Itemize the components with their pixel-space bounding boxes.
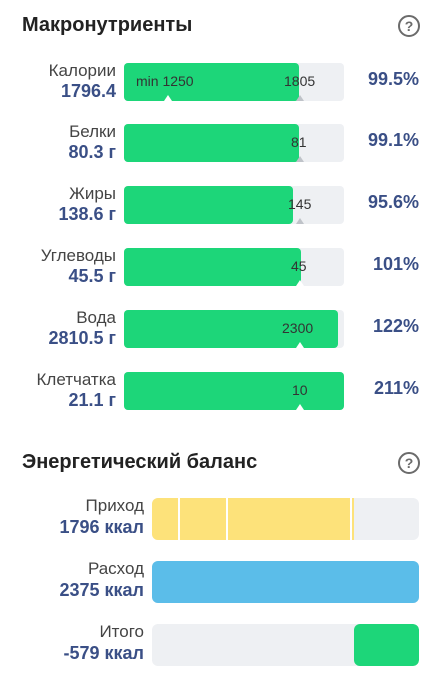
- energy-value: 2375 ккал: [59, 580, 144, 600]
- energy-bar-track: [152, 561, 419, 603]
- macro-percent: 122%: [372, 316, 419, 336]
- macro-progress-fill: [124, 248, 301, 286]
- energy-row-total[interactable]: Итого -579 ккал: [0, 622, 441, 668]
- macro-percent: 99.5%: [367, 69, 419, 89]
- macro-name: Углеводы: [40, 246, 116, 265]
- intake-segment-divider: [178, 498, 180, 540]
- macro-progress-fill: [124, 124, 299, 162]
- macro-value: 138.6 г: [58, 204, 116, 224]
- macro-row-carbs[interactable]: Углеводы 45.5 г 45 101%: [0, 246, 441, 290]
- macro-row-water[interactable]: Вода 2810.5 г 2300 122%: [0, 308, 441, 352]
- macro-name: Клетчатка: [36, 370, 117, 389]
- macro-value: 80.3 г: [68, 142, 116, 162]
- target-marker-icon: [296, 280, 304, 286]
- energy-name: Приход: [85, 496, 144, 515]
- macro-progress-fill: [124, 63, 299, 101]
- energy-bar-track: [152, 624, 419, 666]
- energy-title: Энергетический баланс: [22, 451, 258, 473]
- macro-name: Белки: [69, 122, 116, 141]
- macros-title: Макронутриенты: [22, 14, 193, 36]
- macro-value: 45.5 г: [68, 266, 116, 286]
- macro-progress-fill: [124, 372, 344, 410]
- energy-help-icon[interactable]: ?: [398, 452, 420, 474]
- total-bar: [354, 624, 419, 666]
- macro-name: Калории: [48, 61, 116, 80]
- intake-segment-divider: [350, 498, 352, 540]
- macros-help-icon[interactable]: ?: [398, 15, 420, 37]
- macro-row-fiber[interactable]: Клетчатка 21.1 г 10 211%: [0, 370, 441, 414]
- macro-row-fat[interactable]: Жиры 138.6 г 145 95.6%: [0, 184, 441, 228]
- expense-bar: [152, 561, 419, 603]
- macro-name: Вода: [76, 308, 116, 327]
- energy-name: Итого: [99, 622, 144, 641]
- macro-value: 1796.4: [60, 81, 116, 101]
- macro-target-label: 1805: [284, 73, 316, 89]
- macro-row-protein[interactable]: Белки 80.3 г 81 99.1%: [0, 122, 441, 166]
- macro-min-label: min 1250: [136, 73, 194, 89]
- macro-progress-track: min 1250 1805: [124, 63, 344, 101]
- target-marker-icon: [296, 342, 304, 348]
- macro-progress-track: 81: [124, 124, 344, 162]
- target-marker-icon: [296, 218, 304, 224]
- macro-progress-track: 10: [124, 372, 344, 410]
- energy-bar-track: [152, 498, 419, 540]
- target-marker-icon: [296, 156, 304, 162]
- macro-progress-track: 145: [124, 186, 344, 224]
- energy-name: Расход: [87, 559, 144, 578]
- macro-target-label: 145: [288, 196, 312, 212]
- macro-percent: 211%: [373, 378, 419, 398]
- macro-value: 2810.5 г: [48, 328, 116, 348]
- intake-segment-divider: [226, 498, 228, 540]
- energy-value: -579 ккал: [63, 643, 145, 663]
- target-marker-icon: [296, 95, 304, 101]
- macro-progress-track: 45: [124, 248, 344, 286]
- intake-bar: [152, 498, 354, 540]
- macro-target-label: 45: [291, 258, 307, 274]
- macro-percent: 95.6%: [367, 192, 419, 212]
- macro-progress-track: 2300: [124, 310, 344, 348]
- macro-percent: 101%: [372, 254, 419, 274]
- macro-target-label: 2300: [282, 320, 314, 336]
- energy-row-intake[interactable]: Приход 1796 ккал: [0, 496, 441, 542]
- macro-progress-fill: [124, 186, 293, 224]
- macro-progress-fill: [124, 310, 338, 348]
- energy-value: 1796 ккал: [59, 517, 144, 537]
- macro-target-label: 81: [291, 134, 307, 150]
- macro-percent: 99.1%: [367, 130, 419, 150]
- macro-name: Жиры: [69, 184, 116, 203]
- macro-row-calories[interactable]: Калории 1796.4 min 1250 1805 99.5%: [0, 61, 441, 105]
- energy-row-expense[interactable]: Расход 2375 ккал: [0, 559, 441, 605]
- target-marker-icon: [296, 404, 304, 410]
- macro-target-label: 10: [292, 382, 308, 398]
- min-marker-icon: [164, 95, 172, 101]
- macro-value: 21.1 г: [68, 390, 116, 410]
